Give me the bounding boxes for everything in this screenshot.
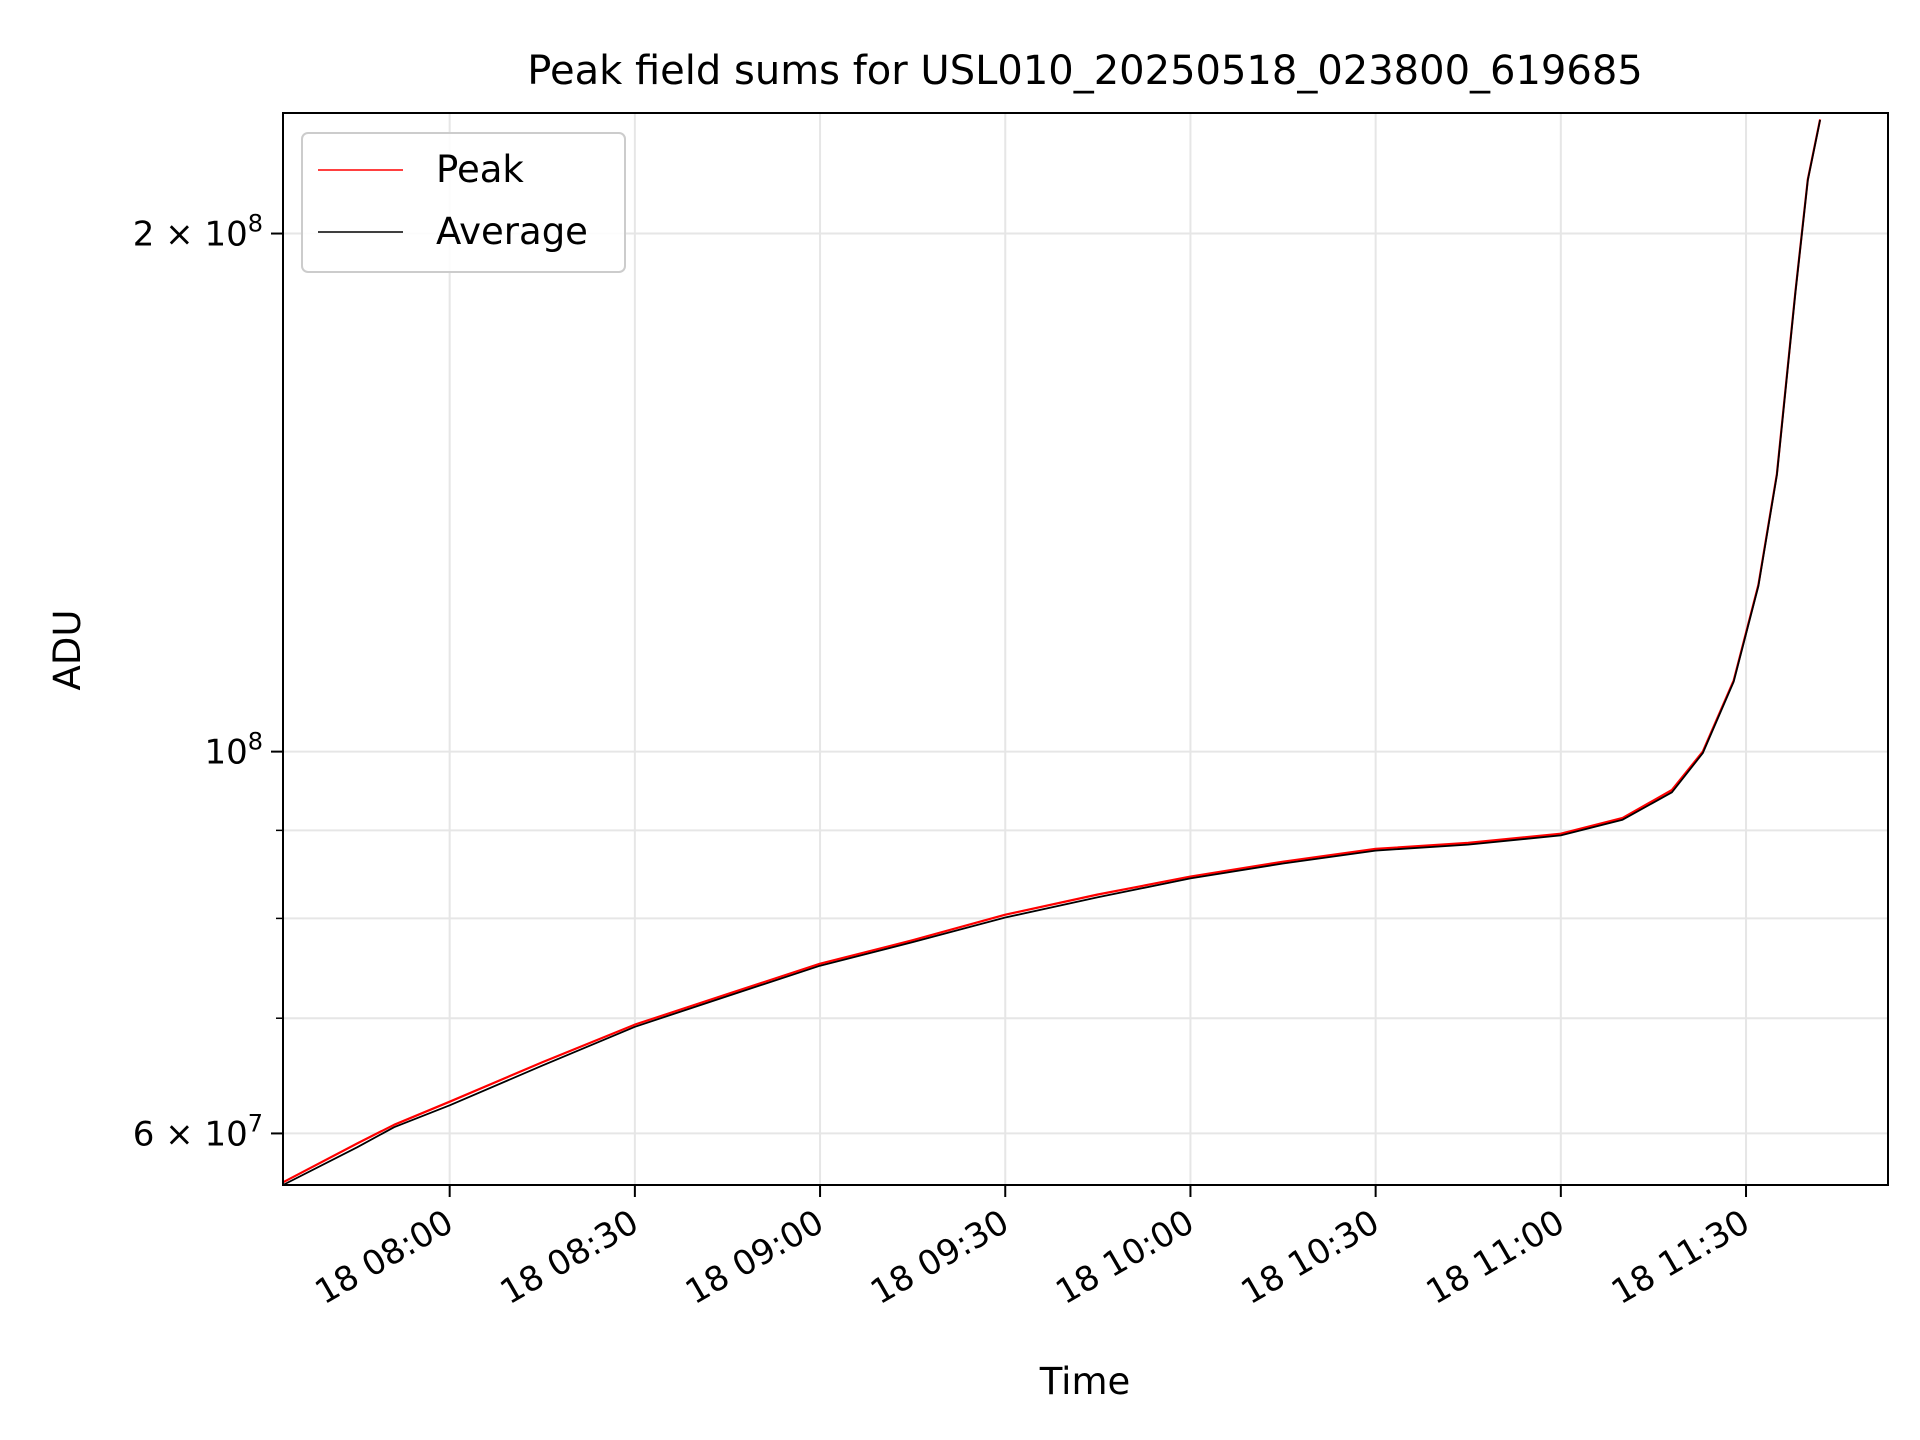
legend-box bbox=[301, 132, 626, 273]
y-axis: 6 × 107 108 2 × 108 bbox=[133, 210, 283, 1154]
y-tick-label: 2 × 108 bbox=[133, 210, 263, 255]
plot-frame bbox=[282, 112, 1889, 1186]
series-lines bbox=[282, 119, 1822, 1186]
x-axis-label: Time bbox=[1039, 1360, 1131, 1403]
legend-average-label: Average bbox=[436, 210, 588, 253]
series-line-average bbox=[282, 119, 1821, 1186]
y-tick-label: 108 bbox=[204, 728, 263, 773]
grid bbox=[283, 113, 1888, 1185]
chart-title: Peak field sums for USL010_20250518_0238… bbox=[527, 48, 1642, 94]
legend: Peak Average bbox=[301, 132, 626, 273]
y-tick-label: 6 × 107 bbox=[133, 1109, 263, 1154]
legend-peak-label: Peak bbox=[436, 148, 524, 191]
y-axis-label: ADU bbox=[46, 610, 89, 691]
